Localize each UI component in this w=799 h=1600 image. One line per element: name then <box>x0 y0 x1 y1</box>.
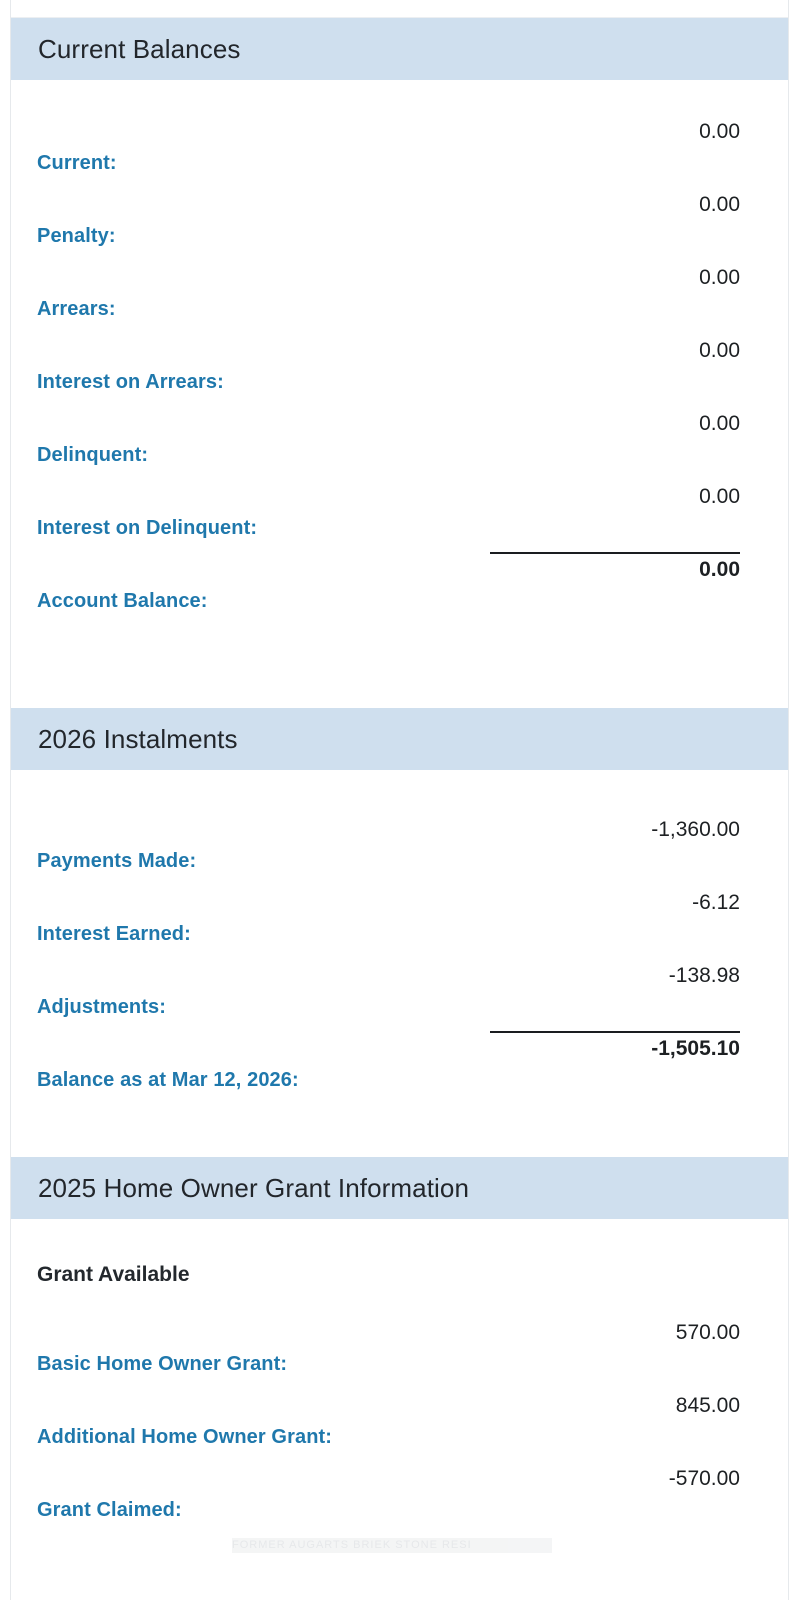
section-header-home-owner-grant-2025: 2025 Home Owner Grant Information <box>11 1157 788 1219</box>
row-label: Delinquent: <box>37 444 149 466</box>
section-title: Current Balances <box>38 34 241 64</box>
grant-available-subheading: Grant Available <box>37 1263 190 1286</box>
section-title: 2025 Home Owner Grant Information <box>38 1173 470 1203</box>
section-current-balances: Current Balances Current: 0.00 Penalty: … <box>11 18 788 708</box>
section-header-instalments-2026: 2026 Instalments <box>11 708 788 770</box>
grant-row-additional-home-owner-grant: Additional Home Owner Grant: 845.00 <box>37 1384 764 1457</box>
row-value: 570.00 <box>675 1321 740 1344</box>
row-label: Arrears: <box>37 298 116 320</box>
row-value: -6.12 <box>692 891 740 914</box>
row-value: 0.00 <box>699 558 740 581</box>
page-watermark: FORMER AUGARTS BRIEK STONE RESI <box>232 1538 552 1553</box>
row-value: -1,505.10 <box>651 1037 740 1060</box>
section-home-owner-grant-2025: 2025 Home Owner Grant Information Grant … <box>11 1157 788 1600</box>
card-left-border <box>10 0 11 1600</box>
row-value: -138.98 <box>668 964 740 987</box>
row-value: 0.00 <box>699 485 740 508</box>
row-label: Account Balance: <box>37 590 208 612</box>
row-value: 0.00 <box>699 193 740 216</box>
row-label: Basic Home Owner Grant: <box>37 1353 288 1375</box>
instalment-row-interest-earned: Interest Earned: -6.12 <box>37 881 764 954</box>
section-body-home-owner-grant-2025: Grant Available Basic Home Owner Grant: … <box>11 1219 788 1600</box>
row-value: 0.00 <box>699 120 740 143</box>
row-label: Interest Earned: <box>37 923 191 945</box>
balance-row-interest-on-arrears: Interest on Arrears: 0.00 <box>37 329 764 402</box>
row-label: Balance as at Mar 12, 2026: <box>37 1069 299 1091</box>
row-label: Payments Made: <box>37 850 197 872</box>
grant-row-basic-home-owner-grant: Basic Home Owner Grant: 570.00 <box>37 1311 764 1384</box>
row-value: 0.00 <box>699 339 740 362</box>
instalment-row-payments-made: Payments Made: -1,360.00 <box>37 808 764 881</box>
row-label: Grant Claimed: <box>37 1499 182 1521</box>
section-instalments-2026: 2026 Instalments Payments Made: -1,360.0… <box>11 708 788 1152</box>
row-value: 0.00 <box>699 266 740 289</box>
previous-section-bottom-edge <box>11 0 788 18</box>
row-label: Additional Home Owner Grant: <box>37 1426 333 1448</box>
balance-row-arrears: Arrears: 0.00 <box>37 256 764 329</box>
row-value: 0.00 <box>699 412 740 435</box>
row-label: Interest on Arrears: <box>37 371 224 393</box>
section-title: 2026 Instalments <box>38 724 238 754</box>
row-value: -1,360.00 <box>651 818 740 841</box>
row-label: Interest on Delinquent: <box>37 517 258 539</box>
row-value: -570.00 <box>668 1467 740 1490</box>
grant-row-grant-claimed: Grant Claimed: -570.00 <box>37 1457 764 1530</box>
balance-row-account-balance: Account Balance: 0.00 <box>37 548 764 621</box>
section-body-current-balances: Current: 0.00 Penalty: 0.00 Arrears: 0.0… <box>11 80 788 708</box>
row-value: 845.00 <box>675 1394 740 1417</box>
row-label: Current: <box>37 152 117 174</box>
instalment-row-balance-as-at: Balance as at Mar 12, 2026: -1,505.10 <box>37 1027 764 1100</box>
section-body-instalments-2026: Payments Made: -1,360.00 Interest Earned… <box>11 770 788 1152</box>
instalment-row-adjustments: Adjustments: -138.98 <box>37 954 764 1027</box>
balance-row-penalty: Penalty: 0.00 <box>37 183 764 256</box>
balance-row-delinquent: Delinquent: 0.00 <box>37 402 764 475</box>
card-right-border <box>788 0 789 1600</box>
balance-row-current: Current: 0.00 <box>37 110 764 183</box>
section-header-current-balances: Current Balances <box>11 18 788 80</box>
row-label: Adjustments: <box>37 996 166 1018</box>
balance-row-interest-on-delinquent: Interest on Delinquent: 0.00 <box>37 475 764 548</box>
row-label: Penalty: <box>37 225 116 247</box>
